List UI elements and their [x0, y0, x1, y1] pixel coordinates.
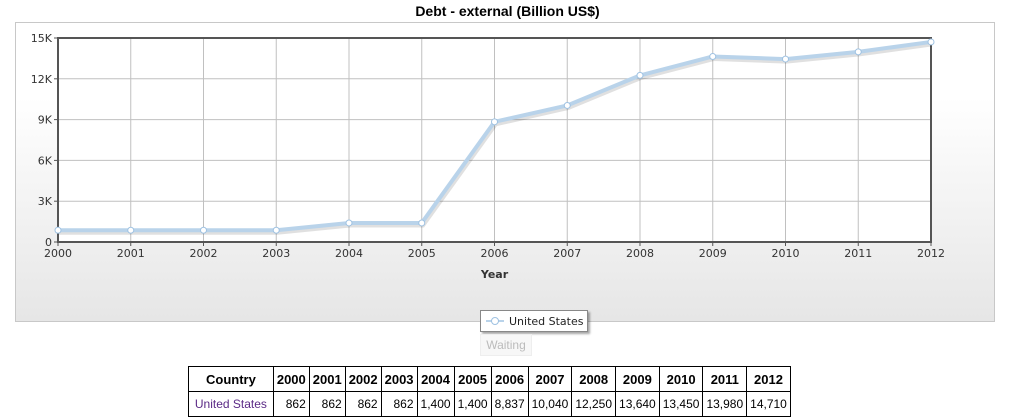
data-point — [345, 219, 353, 227]
table-cell: 12,250 — [571, 391, 617, 417]
table-cell: 14,710 — [746, 391, 791, 417]
x-tick-label: 2007 — [553, 247, 581, 260]
table-cell: 862 — [380, 391, 418, 417]
x-axis-title: Year — [480, 268, 509, 281]
x-tick-label: 2003 — [262, 247, 290, 260]
y-tick-label: 3K — [38, 195, 53, 208]
data-point — [272, 226, 280, 234]
table-header-row: Country 2000 2001 2002 2003 2004 2005 20… — [188, 366, 791, 392]
table-cell: 1,400 — [453, 391, 492, 417]
chart-title: Debt - external (Billion US$) — [415, 3, 600, 19]
x-tick-label: 2005 — [408, 247, 436, 260]
table-cell: 862 — [272, 391, 310, 417]
y-tick-label: 15K — [31, 32, 53, 45]
chart-panel: 0 3K 6K 9K 12K 15K 2000 2001 2002 2003 2004 2005 200… — [15, 22, 995, 332]
chart-plot: 0 3K 6K 9K 12K 15K 2000 2001 2002 2003 2004 2005 200… — [31, 32, 945, 281]
x-tick-label: 2008 — [626, 247, 654, 260]
waiting-button[interactable]: Waiting — [480, 334, 532, 356]
table-header-cell: 2001 — [308, 366, 346, 392]
legend-series-marker — [486, 316, 504, 326]
x-tick-label: 2001 — [117, 247, 145, 260]
table-header-cell: 2011 — [702, 366, 748, 392]
x-tick-label: 2002 — [190, 247, 218, 260]
table-header-cell: 2005 — [453, 366, 492, 392]
country-link[interactable]: United States — [188, 391, 274, 417]
table-header-cell: 2010 — [658, 366, 704, 392]
table-header-cell: Country — [188, 366, 274, 392]
table-cell: 10,040 — [527, 391, 573, 417]
table-header-cell: 2007 — [527, 366, 573, 392]
y-tick-label: 0 — [45, 236, 52, 249]
data-point — [54, 226, 62, 234]
y-tick-label: 12K — [31, 73, 53, 86]
table-header-cell: 2002 — [344, 366, 382, 392]
table-header-cell: 2004 — [416, 366, 455, 392]
table-header-cell: 2009 — [615, 366, 660, 392]
table-header-cell: 2003 — [380, 366, 418, 392]
data-point — [782, 55, 789, 63]
data-point — [418, 219, 426, 227]
data-point — [200, 226, 207, 234]
table-header-cell: 2008 — [571, 366, 617, 392]
x-tick-label: 2004 — [335, 247, 363, 260]
x-tick-label: 2006 — [481, 247, 509, 260]
table-cell: 13,450 — [658, 391, 704, 417]
legend-label: United States — [509, 314, 584, 328]
table-row: United States 862 862 862 862 1,400 1,40… — [188, 391, 791, 417]
y-tick-label: 6K — [38, 154, 53, 167]
table-cell: 862 — [344, 391, 382, 417]
x-tick-label: 2011 — [844, 247, 872, 260]
data-point — [563, 101, 571, 109]
data-point — [854, 48, 862, 56]
data-table: Country 2000 2001 2002 2003 2004 2005 20… — [188, 366, 791, 417]
y-tick-label: 9K — [38, 114, 53, 127]
x-tick-label: 2010 — [772, 247, 800, 260]
table-cell: 13,980 — [702, 391, 748, 417]
table-header-cell: 2006 — [490, 366, 529, 392]
table-cell: 13,640 — [615, 391, 660, 417]
table-cell: 862 — [308, 391, 346, 417]
table-cell: 8,837 — [490, 391, 529, 417]
table-cell: 1,400 — [416, 391, 455, 417]
data-point — [636, 71, 644, 79]
x-tick-label: 2012 — [917, 247, 945, 260]
x-tick-label: 2009 — [699, 247, 727, 260]
data-point — [491, 118, 498, 126]
data-point — [927, 38, 935, 46]
data-point — [709, 52, 717, 60]
chart-legend[interactable]: United States — [480, 310, 588, 332]
x-tick-label: 2000 — [44, 247, 72, 260]
table-header-cell: 2000 — [272, 366, 310, 392]
table-header-cell: 2012 — [746, 366, 791, 392]
data-point — [127, 226, 135, 234]
